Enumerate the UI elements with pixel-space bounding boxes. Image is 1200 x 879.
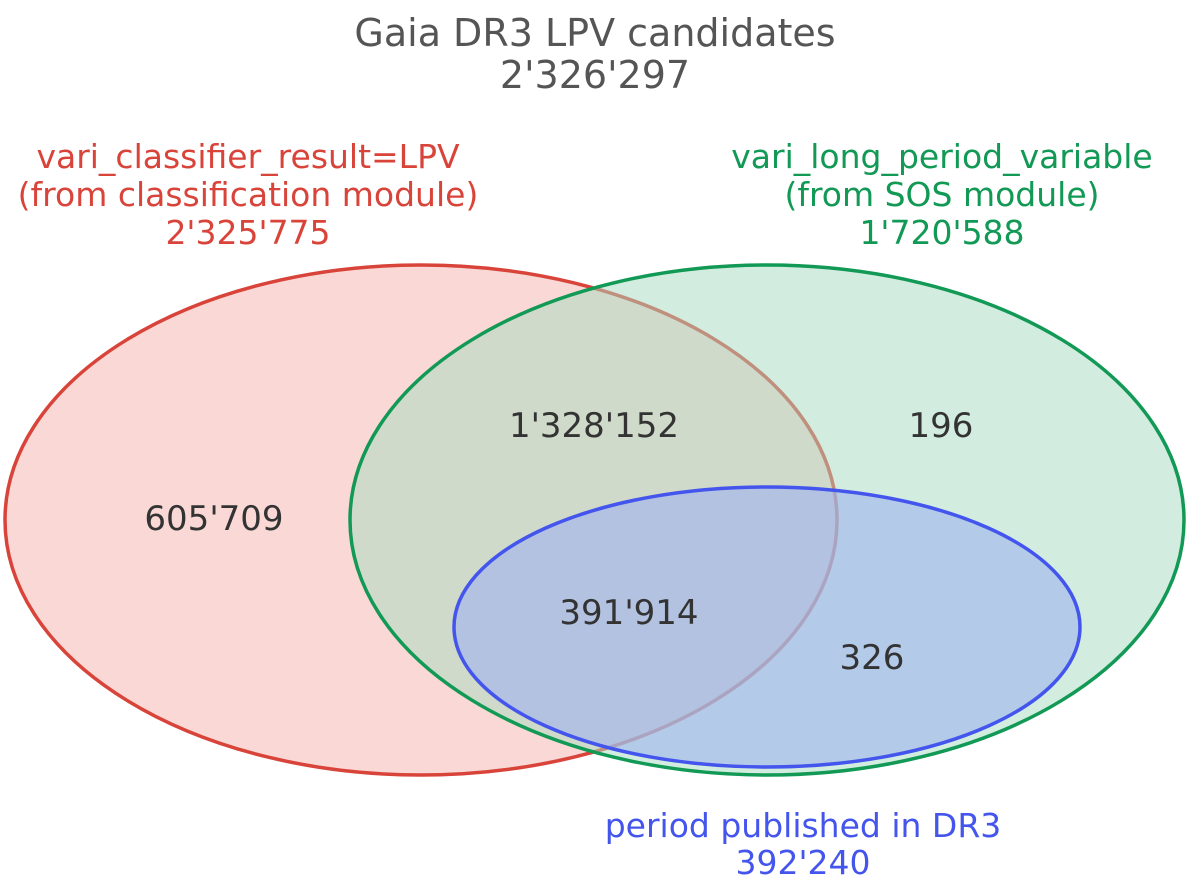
period-set-label: period published in DR3 392'240 [605, 806, 1002, 879]
classifier-set-label: vari_classifier_result=LPV (from classif… [18, 137, 479, 252]
diagram-title: Gaia DR3 LPV candidates [354, 11, 835, 55]
classifier-label-line1: vari_classifier_result=LPV [36, 137, 460, 176]
region-sos-and-period: 326 [840, 638, 905, 678]
classifier-label-count: 2'325'775 [165, 213, 330, 252]
diagram-total: 2'326'297 [500, 53, 690, 97]
sos-label-count: 1'720'588 [859, 213, 1024, 252]
sos-label-line2: (from SOS module) [784, 175, 1099, 214]
region-classifier-and-sos: 1'328'152 [509, 406, 679, 446]
sos-label-line1: vari_long_period_variable [731, 137, 1152, 176]
sos-set-label: vari_long_period_variable (from SOS modu… [731, 137, 1152, 252]
period-set-ellipse [452, 485, 1082, 769]
region-sos-only: 196 [909, 406, 974, 446]
period-label-count: 392'240 [735, 843, 870, 879]
region-all-three: 391'914 [559, 593, 698, 633]
region-classifier-only: 605'709 [144, 499, 283, 539]
period-label-line1: period published in DR3 [605, 806, 1002, 845]
classifier-label-line2: (from classification module) [18, 175, 479, 214]
